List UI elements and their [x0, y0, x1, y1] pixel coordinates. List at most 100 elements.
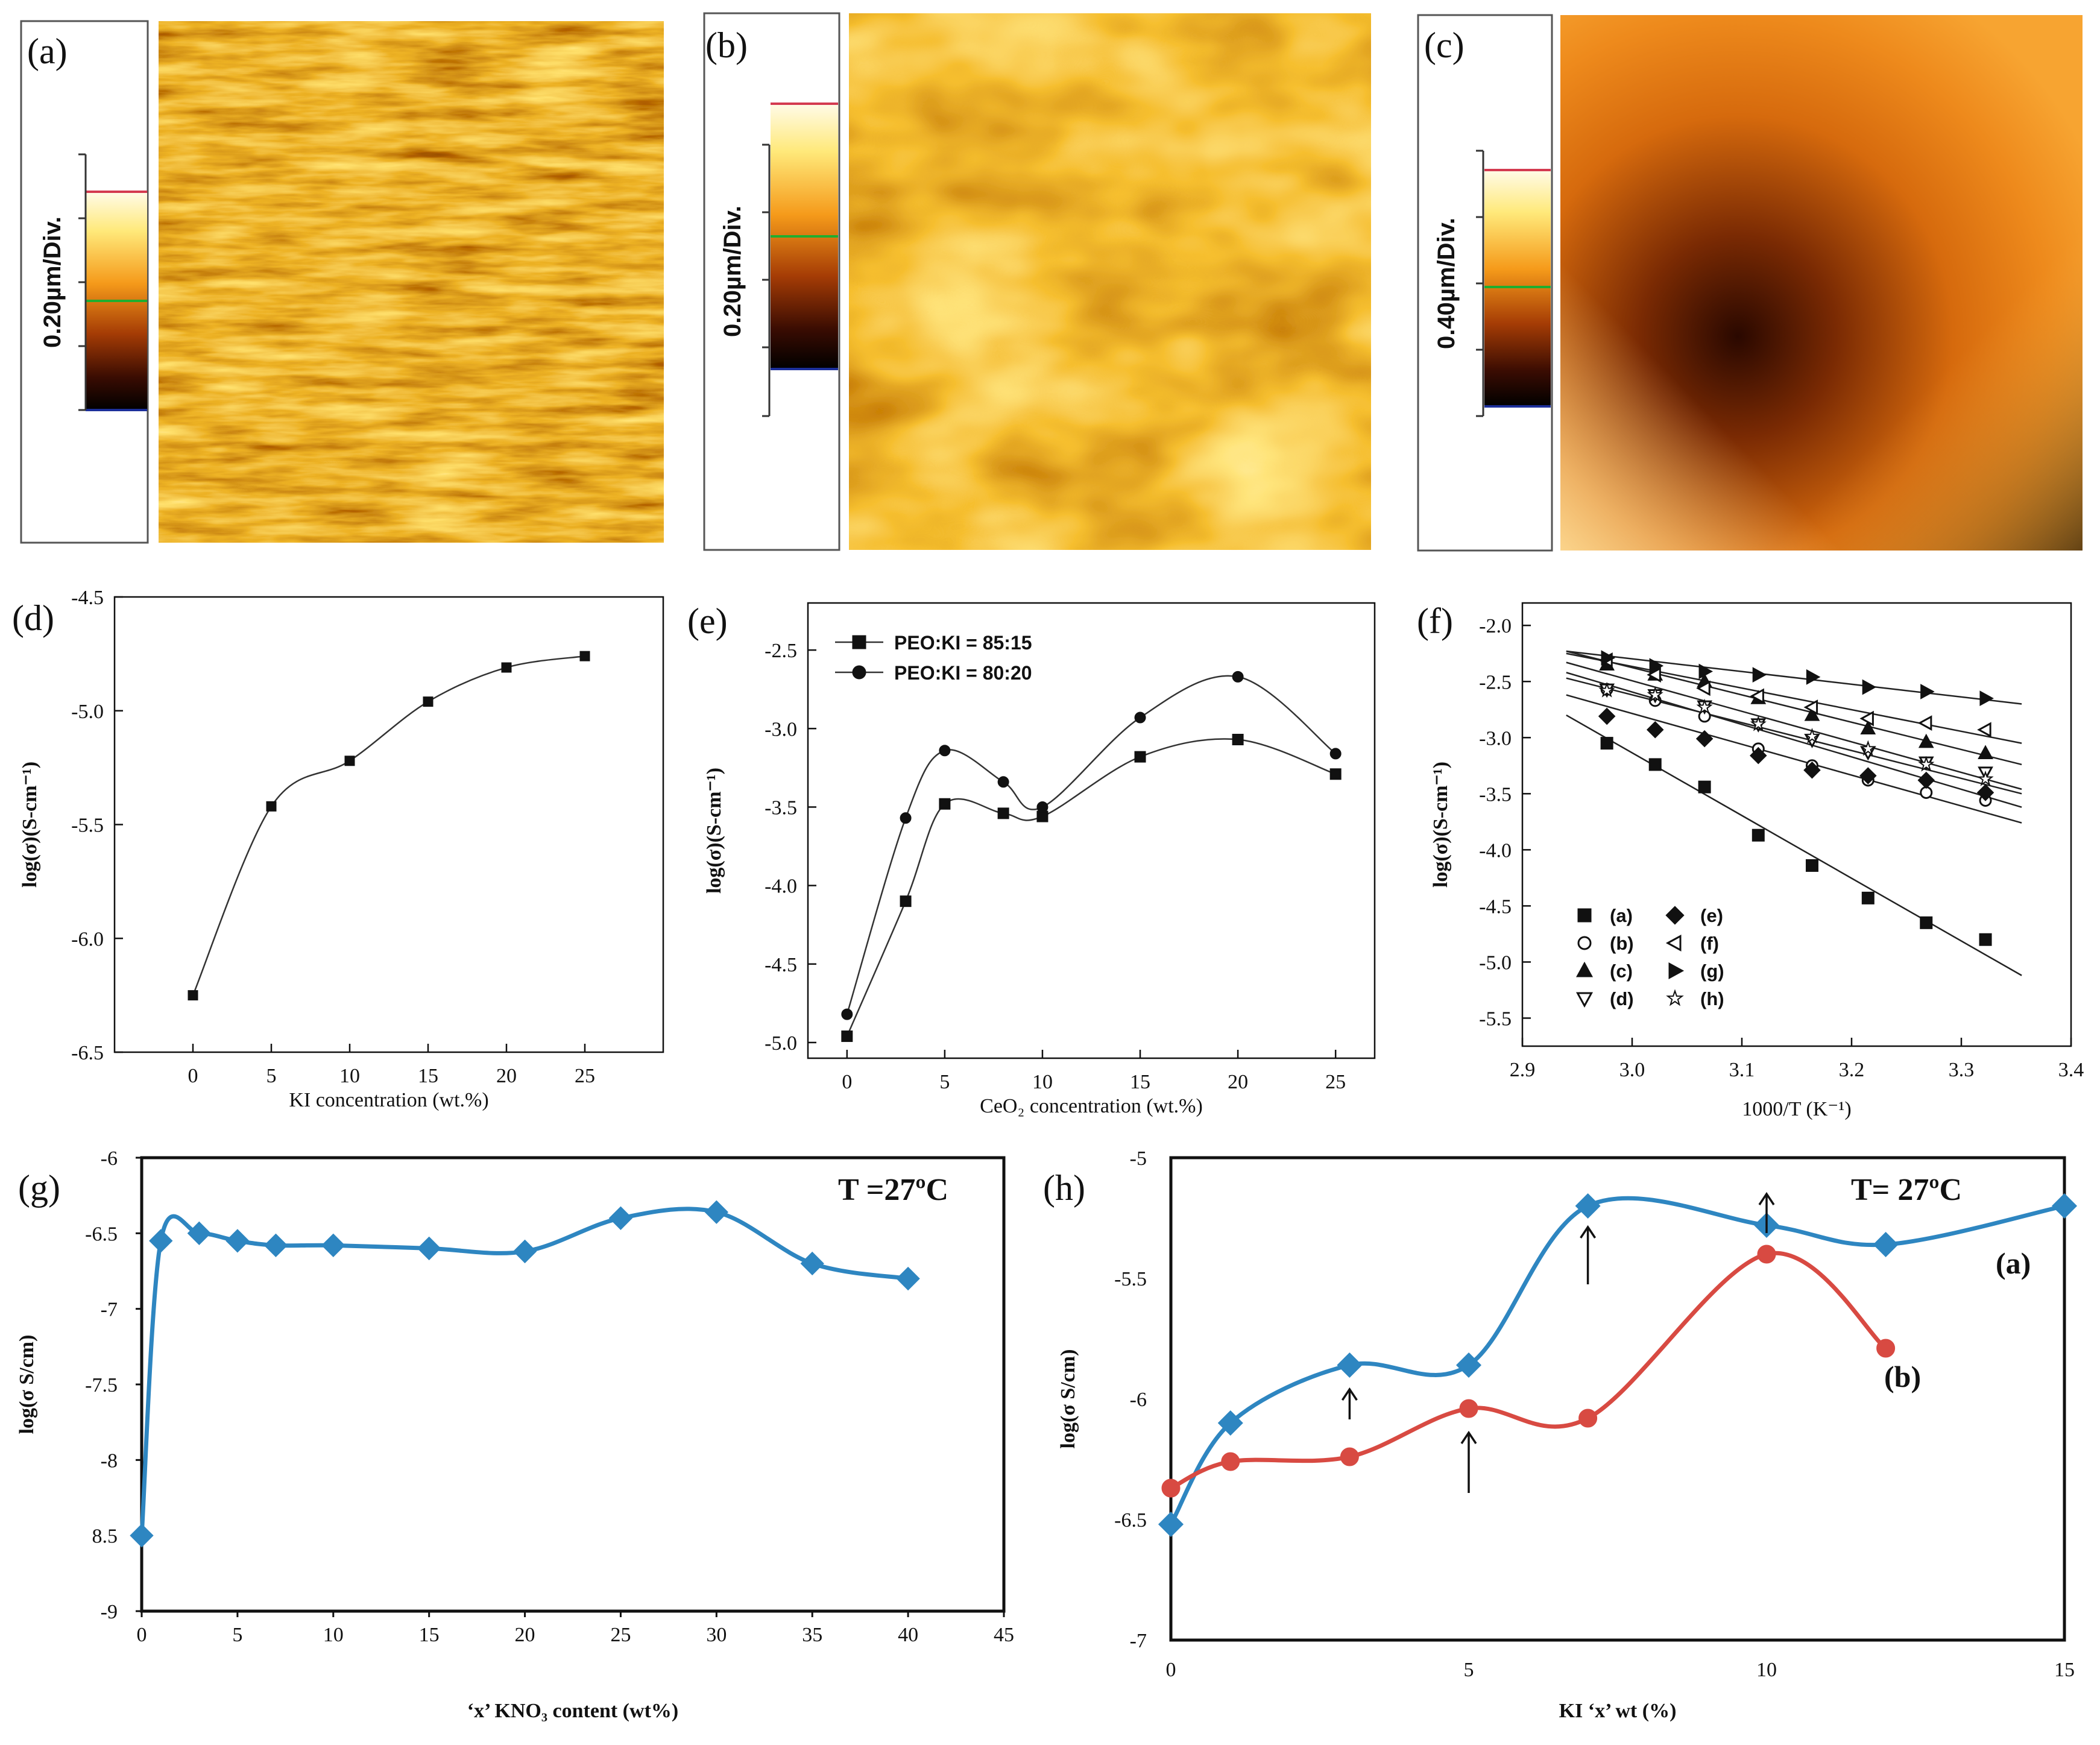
- x-tick-label: 40: [898, 1624, 918, 1646]
- y-tick-label: -2.0: [1479, 615, 1512, 637]
- y-tick-label: -3.0: [1479, 727, 1512, 749]
- x-tick-label: 3.1: [1729, 1059, 1755, 1081]
- y-tick-label: -7: [101, 1299, 118, 1321]
- y-tick-label: -5.5: [71, 815, 104, 837]
- y-axis-label: log(σ)(S-cm⁻¹): [703, 768, 725, 894]
- data-point: [704, 1200, 729, 1224]
- data-point: [423, 696, 434, 707]
- data-point: [939, 798, 951, 810]
- data-point: [1648, 758, 1662, 771]
- arrow-head: [1460, 1430, 1477, 1444]
- data-point: [1862, 679, 1877, 695]
- data-point: [1161, 1478, 1181, 1498]
- x-tick-label: 5: [1464, 1659, 1474, 1681]
- y-tick-label: -5.0: [71, 701, 104, 723]
- x-tick-label: 2.9: [1510, 1059, 1536, 1081]
- data-point: [1977, 722, 1991, 738]
- y-tick-label: -6.0: [71, 928, 104, 950]
- data-point: [579, 651, 590, 661]
- data-point: [1575, 1193, 1601, 1219]
- y-tick-label: -5: [1130, 1147, 1147, 1170]
- data-point: [1757, 1245, 1776, 1264]
- data-point: [896, 1266, 920, 1291]
- data-point: [1455, 1352, 1482, 1378]
- y-tick-label: -8: [101, 1450, 118, 1472]
- data-point: [1752, 667, 1767, 683]
- x-axis-label: ‘x’ KNO₃ content (wt%): [467, 1700, 678, 1722]
- data-point: [321, 1233, 345, 1258]
- chart-panel-e: 0 5 10 15 20 25 -5.0 -4.5 -4.0 -3.5 -3.0 -2.5 log(σ)…: [687, 601, 1376, 1117]
- scale-text: 0.40µm/Div.: [1433, 218, 1460, 349]
- legend-marker: [1665, 906, 1685, 925]
- data-point: [800, 1251, 824, 1276]
- legend-marker: [1668, 962, 1685, 980]
- data-point: [608, 1206, 633, 1230]
- data-point: [1859, 740, 1876, 756]
- data-point: [1036, 810, 1048, 822]
- data-point: [1861, 891, 1875, 904]
- fit-line: [1566, 652, 2022, 744]
- legend-label: (e): [1700, 905, 1723, 926]
- plot-frame: [140, 1156, 1006, 1613]
- arrow-head: [1580, 1225, 1597, 1239]
- data-point: [1232, 671, 1244, 683]
- data-point: [417, 1236, 441, 1261]
- data-point: [1134, 751, 1146, 763]
- data-point: [1917, 715, 1932, 731]
- legend-label: (c): [1610, 961, 1633, 982]
- y-tick-label: -6.5: [1114, 1509, 1147, 1532]
- x-tick-label: 0: [1166, 1659, 1176, 1681]
- legend-label: PEO:KI = 85:15: [894, 632, 1032, 654]
- series-line: [139, 1207, 909, 1536]
- series-line: [192, 655, 585, 996]
- data-point: [1232, 734, 1244, 745]
- panel-label: (c): [1424, 25, 1465, 65]
- data-point: [1601, 650, 1616, 666]
- y-tick-label: -4.5: [765, 954, 797, 976]
- data-point: [1598, 681, 1615, 698]
- data-point: [1917, 771, 1935, 789]
- data-point: [1918, 756, 1935, 772]
- y-tick-label: 8.5: [92, 1526, 118, 1548]
- data-point: [1918, 733, 1934, 748]
- legend-marker: [1575, 961, 1594, 977]
- legend-marker: [1665, 934, 1682, 952]
- data-point: [841, 1030, 853, 1043]
- scale-text: 0.20µm/Div.: [39, 216, 66, 348]
- afm-image: [849, 13, 1371, 550]
- x-tick-label: 0: [188, 1065, 198, 1087]
- legend-label: (b): [1610, 933, 1634, 954]
- fit-line: [1566, 677, 2022, 795]
- data-point: [1860, 720, 1876, 735]
- data-point: [1459, 1399, 1478, 1418]
- data-point: [1598, 707, 1616, 725]
- chart-panel-g: 0 5 10 15 20 25 30 35 40 45 -9 8.5 -8 -7.5 -7 -6.5 -6 log…: [16, 1147, 1014, 1722]
- data-point: [1859, 767, 1877, 784]
- legend-marker: [1575, 992, 1594, 1008]
- data-point: [1649, 658, 1664, 674]
- data-point: [1647, 667, 1661, 683]
- y-tick-label: -5.5: [1479, 1008, 1512, 1030]
- y-tick-label: -2.5: [765, 640, 797, 662]
- data-point: [1698, 780, 1711, 794]
- plot-frame: [807, 602, 1376, 1059]
- legend-label: (g): [1700, 961, 1724, 982]
- data-point: [1803, 728, 1821, 743]
- x-tick-label: 0: [137, 1624, 147, 1646]
- data-point: [187, 1221, 212, 1246]
- series-line: [846, 738, 1336, 1037]
- y-tick-label: -7.5: [85, 1374, 118, 1396]
- chart-title: T =27ºC: [838, 1173, 948, 1207]
- legend-marker: [1666, 989, 1684, 1006]
- x-axis-label: 1000/T (K⁻¹): [1742, 1098, 1851, 1120]
- x-tick-label: 20: [515, 1624, 535, 1646]
- legend-label: (d): [1610, 988, 1634, 1009]
- data-point: [1859, 710, 1874, 727]
- legend-marker: [852, 665, 866, 680]
- data-point: [344, 756, 355, 766]
- y-tick-label: -4.5: [1479, 895, 1512, 918]
- data-point: [1337, 1352, 1363, 1378]
- data-point: [149, 1229, 173, 1253]
- data-point: [1329, 768, 1342, 780]
- chart-panel-d: 0 5 10 15 20 25 -6.5 -6.0 -5.5 -5.0 -4.5 log(σ)(S-c…: [12, 587, 664, 1111]
